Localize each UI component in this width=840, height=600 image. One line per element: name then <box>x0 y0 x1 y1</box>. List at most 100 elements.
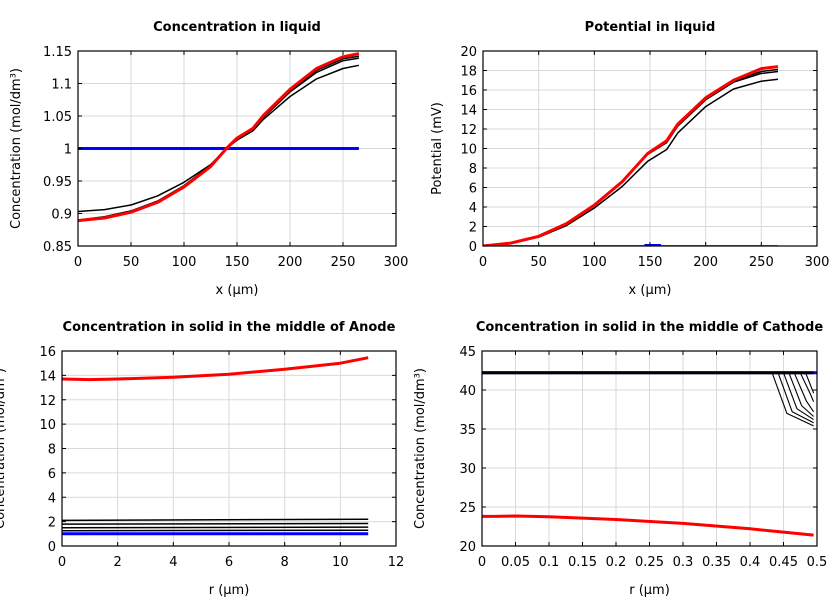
x-tick-label: 200 <box>278 255 303 270</box>
y-tick-label: 14 <box>460 104 477 119</box>
y-tick-label: 2 <box>469 221 477 236</box>
y-tick-label: 16 <box>460 84 477 99</box>
y-tick-label: 10 <box>460 143 477 158</box>
y-tick-label: 35 <box>459 423 476 438</box>
x-tick-label: 250 <box>331 255 356 270</box>
subplot-4: 0 0.05 0.1 0.15 0.2 0.25 0.3 0.35 0.4 0.45 0.5 20 25… <box>413 320 827 598</box>
x-tick-label: 0 <box>479 255 487 270</box>
x-tick-label: 0 <box>478 555 486 570</box>
y-axis-label: Concentration (mol/dm³) <box>413 368 428 529</box>
series-line-5 <box>782 372 814 421</box>
series-line-10 <box>482 514 814 537</box>
y-axis-label: Concentration (mol/dm³) <box>9 68 24 229</box>
x-tick-label: 100 <box>582 255 607 270</box>
y-tick-label: 12 <box>460 123 477 138</box>
y-tick-label: 4 <box>48 491 56 506</box>
chart-title: Concentration in solid in the middle of … <box>476 320 824 335</box>
x-axis-label: x (µm) <box>216 283 259 298</box>
series-line-6 <box>62 356 369 382</box>
chart-title: Potential in liquid <box>585 20 716 35</box>
series-line-6 <box>483 65 779 246</box>
series-line-6 <box>788 372 814 417</box>
series-line-9 <box>805 372 815 394</box>
x-tick-label: 8 <box>281 555 289 570</box>
x-tick-label: 0.25 <box>635 555 664 570</box>
y-tick-label: 14 <box>39 369 56 384</box>
y-tick-label: 4 <box>469 201 477 216</box>
x-tick-label: 12 <box>388 555 405 570</box>
series-line-1 <box>62 518 369 522</box>
x-tick-label: 0 <box>58 555 66 570</box>
x-tick-label: 250 <box>749 255 774 270</box>
y-tick-label: 1.15 <box>43 45 72 60</box>
y-tick-label: 20 <box>460 45 477 60</box>
y-axis-label: Potential (mV) <box>430 102 445 195</box>
y-tick-label: 0.95 <box>43 175 72 190</box>
x-tick-label: 300 <box>384 255 409 270</box>
x-tick-label: 2 <box>114 555 122 570</box>
series-line-4 <box>78 55 360 221</box>
x-tick-label: 6 <box>225 555 233 570</box>
chart-title: Concentration in solid in the middle of … <box>63 320 396 335</box>
subplot-1: 0 50 100 150 200 250 300 0.85 0.9 0.95 1 1.05 1.1 1.1… <box>9 20 408 298</box>
series-line-4 <box>777 372 814 424</box>
y-tick-label: 45 <box>459 345 476 360</box>
y-tick-label: 6 <box>469 182 477 197</box>
series-line-7 <box>793 372 815 413</box>
x-tick-label: 100 <box>172 255 197 270</box>
series-line-3 <box>62 526 369 529</box>
y-tick-label: 0 <box>48 540 56 555</box>
x-tick-label: 50 <box>530 255 547 270</box>
y-tick-label: 8 <box>469 162 477 177</box>
x-tick-label: 150 <box>638 255 663 270</box>
series-line-3 <box>483 78 779 246</box>
x-tick-label: 0.1 <box>539 555 560 570</box>
y-tick-label: 20 <box>459 540 476 555</box>
series-line-2 <box>78 64 360 213</box>
y-tick-label: 1.05 <box>43 110 72 125</box>
series-line-5 <box>78 52 360 223</box>
y-tick-label: 16 <box>39 345 56 360</box>
x-tick-label: 300 <box>805 255 830 270</box>
x-tick-label: 0.35 <box>702 555 731 570</box>
series-line-4 <box>62 529 369 532</box>
chart-title: Concentration in liquid <box>153 20 321 35</box>
y-tick-label: 25 <box>459 501 476 516</box>
y-tick-label: 10 <box>39 418 56 433</box>
y-tick-label: 1.1 <box>51 78 72 93</box>
x-axis-label: r (µm) <box>629 583 670 598</box>
subplot-3: 0 2 4 6 8 10 12 0 2 4 6 8 10 12 14 16 Concentration in s… <box>0 320 404 598</box>
x-tick-label: 0.4 <box>740 555 761 570</box>
x-tick-label: 0.45 <box>769 555 798 570</box>
x-tick-label: 150 <box>225 255 250 270</box>
x-tick-label: 0 <box>74 255 82 270</box>
y-tick-label: 40 <box>459 384 476 399</box>
x-tick-label: 200 <box>693 255 718 270</box>
y-tick-label: 12 <box>39 394 56 409</box>
x-axis-label: x (µm) <box>629 283 672 298</box>
y-tick-label: 1 <box>64 143 72 158</box>
x-tick-label: 0.15 <box>568 555 597 570</box>
series-line-4 <box>483 70 779 246</box>
subplot-2: 0 50 100 150 200 250 300 0 2 4 6 8 10 12 14 16 18 20 Poten… <box>430 20 829 298</box>
y-tick-label: 18 <box>460 65 477 80</box>
series-line-3 <box>771 372 814 427</box>
x-tick-label: 50 <box>123 255 140 270</box>
series-line-8 <box>799 372 815 402</box>
x-tick-label: 0.2 <box>606 555 627 570</box>
x-tick-label: 4 <box>169 555 177 570</box>
x-tick-label: 0.3 <box>673 555 694 570</box>
y-tick-label: 2 <box>48 516 56 531</box>
series-line-3 <box>78 57 360 221</box>
x-tick-label: 0.5 <box>807 555 828 570</box>
y-tick-label: 0.85 <box>43 240 72 255</box>
y-tick-label: 0.9 <box>51 208 72 223</box>
y-tick-label: 8 <box>48 443 56 458</box>
y-axis-label: Concentration (mol/dm³) <box>0 368 8 529</box>
x-tick-label: 0.05 <box>501 555 530 570</box>
series-line-2 <box>62 522 369 525</box>
y-tick-label: 6 <box>48 467 56 482</box>
x-axis-label: r (µm) <box>209 583 250 598</box>
y-tick-label: 0 <box>469 240 477 255</box>
